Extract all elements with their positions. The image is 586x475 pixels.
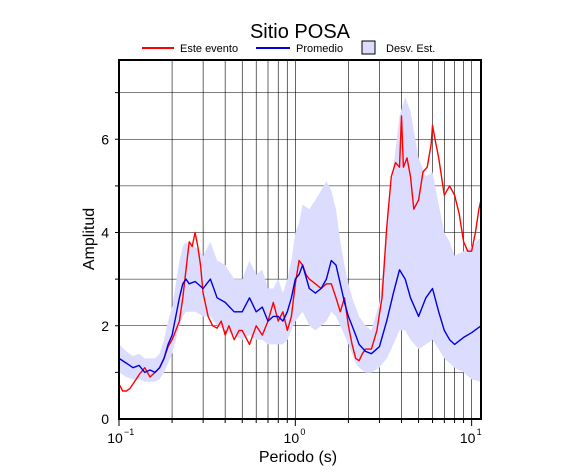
x-tick-label: 10 <box>460 430 476 446</box>
plot-frame <box>118 59 482 420</box>
x-tick-exponent: −1 <box>124 427 134 437</box>
x-axis-label: Periodo (s) <box>259 449 337 466</box>
x-tick-label: 10 <box>284 430 300 446</box>
series-line-promedio <box>119 259 481 374</box>
legend-label-este-evento: Este evento <box>180 43 238 55</box>
x-tick-exponent: 0 <box>300 427 305 437</box>
y-tick-label: 2 <box>101 318 109 334</box>
x-tick-exponent: 1 <box>477 427 482 437</box>
y-tick-label: 6 <box>101 131 109 147</box>
legend: Este evento Promedio Desv. Est. <box>142 40 435 55</box>
x-tick-label: 10 <box>107 430 123 446</box>
y-axis-label: Amplitud <box>81 208 98 270</box>
legend-label-desv-est: Desv. Est. <box>386 43 435 55</box>
chart-title: Sitio POSA <box>250 21 351 43</box>
legend-label-promedio: Promedio <box>296 43 343 55</box>
plot-area <box>119 97 481 392</box>
series-desv-est-band <box>119 97 481 382</box>
legend-swatch-desv-est <box>361 40 376 55</box>
y-tick-label: 0 <box>101 411 109 427</box>
y-tick-label: 4 <box>101 225 109 241</box>
